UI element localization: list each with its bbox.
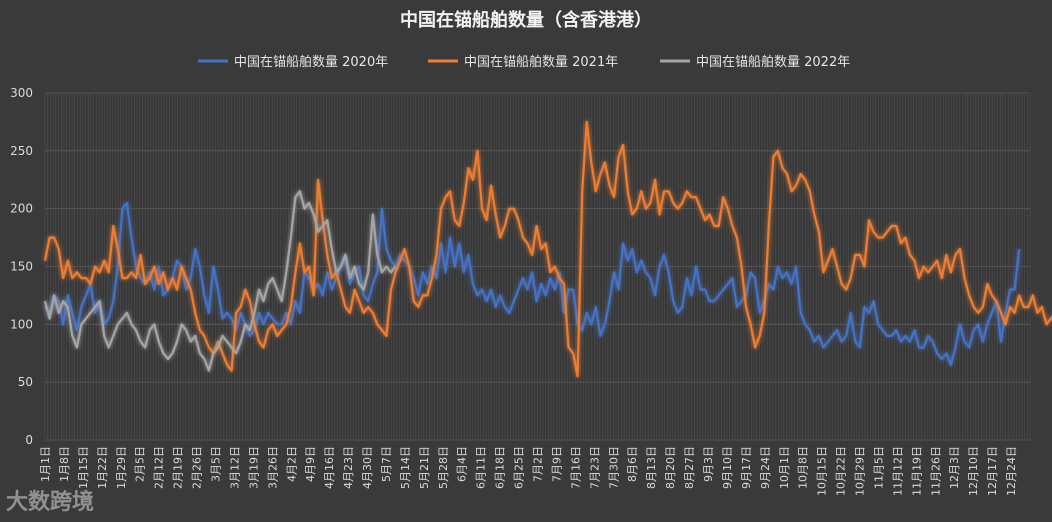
y-tick-label: 100 [10,317,33,331]
x-tick-label: 12月24日 [1005,446,1018,496]
x-tick-label: 2月5日 [134,446,147,482]
x-tick-label: 4月9日 [304,446,317,482]
chart-grid [44,92,1031,441]
x-tick-label: 3月12日 [228,446,241,489]
x-tick-label: 1月1日 [39,446,52,482]
x-tick-label: 11月19日 [910,446,923,496]
y-tick-label: 300 [10,86,33,100]
chart-legend: 中国在锚船舶数量 2020年 中国在锚船舶数量 2021年 中国在锚船舶数量 202… [198,54,850,70]
x-tick-label: 12月17日 [986,446,999,496]
x-tick-label: 9月10日 [721,446,734,489]
x-tick-label: 4月30日 [361,446,374,489]
x-tick-label: 3月5日 [209,446,222,482]
x-axis: 1月1日 1月8日 1月15日 1月22日 1月29日 2月5日 2月12日 2月19日 2月2… [39,446,1018,496]
x-tick-label: 10月22日 [835,446,848,496]
x-tick-label: 5月28日 [437,446,450,489]
legend-label: 中国在锚船舶数量 2020年 [234,54,388,70]
x-tick-label: 11月12日 [891,446,904,496]
y-tick-label: 50 [18,375,33,389]
y-tick-label: 250 [10,144,33,158]
x-tick-label: 6月11日 [475,446,488,489]
x-tick-label: 11月5日 [872,446,885,489]
x-tick-label: 12月10日 [967,446,980,496]
series-line-3 [43,190,397,372]
x-tick-label: 2月26日 [191,446,204,489]
x-tick-label: 12月3日 [948,446,961,489]
x-tick-label: 5月14日 [399,446,412,489]
x-tick-label: 3月26日 [266,446,279,489]
x-tick-label: 11月26日 [929,446,942,496]
x-tick-label: 7月9日 [550,446,563,482]
x-tick-label: 10月29日 [854,446,867,496]
x-tick-label: 7月2日 [532,446,545,482]
watermark-logo: 大数跨境 [6,484,94,516]
x-tick-label: 7月30日 [607,446,620,489]
x-tick-label: 9月24日 [759,446,772,489]
x-tick-label: 1月8日 [58,446,71,482]
series-line-1 [44,201,1021,366]
x-tick-label: 4月23日 [342,446,355,489]
x-tick-label: 9月3日 [702,446,715,482]
y-tick-label: 200 [10,202,33,216]
x-tick-label: 3月19日 [247,446,260,489]
x-tick-label: 10月15日 [816,446,829,496]
chart-title: 中国在锚船舶数量（含香港港） [400,9,652,31]
x-tick-label: 8月27日 [683,446,696,489]
x-tick-label: 8月13日 [645,446,658,489]
x-tick-label: 2月19日 [172,446,185,489]
y-tick-label: 0 [25,433,33,447]
x-tick-label: 7月23日 [588,446,601,489]
x-tick-label: 1月29日 [115,446,128,489]
legend-label: 中国在锚船舶数量 2021年 [464,54,618,70]
x-tick-label: 9月17日 [740,446,753,489]
x-tick-label: 5月7日 [380,446,393,482]
watermark-text: 大数跨境 [6,490,95,515]
x-tick-label: 6月25日 [513,446,526,489]
y-tick-label: 150 [10,260,33,274]
x-tick-label: 8月6日 [626,446,639,482]
x-tick-label: 6月4日 [456,446,469,482]
series-layer [43,120,1052,378]
x-tick-label: 10月8日 [797,446,810,489]
legend-label: 中国在锚船舶数量 2022年 [696,54,850,70]
x-tick-label: 5月21日 [418,446,431,489]
x-tick-label: 8月20日 [664,446,677,489]
x-tick-label: 1月22日 [96,446,109,489]
x-tick-label: 4月16日 [323,446,336,489]
x-tick-label: 7月16日 [569,446,582,489]
x-tick-label: 1月15日 [77,446,90,489]
y-axis: 0 50 100 150 200 250 300 [10,86,33,447]
x-tick-label: 6月18日 [494,446,507,489]
x-tick-label: 2月12日 [153,446,166,489]
x-tick-label: 10月1日 [778,446,791,489]
x-tick-label: 4月2日 [285,446,298,482]
